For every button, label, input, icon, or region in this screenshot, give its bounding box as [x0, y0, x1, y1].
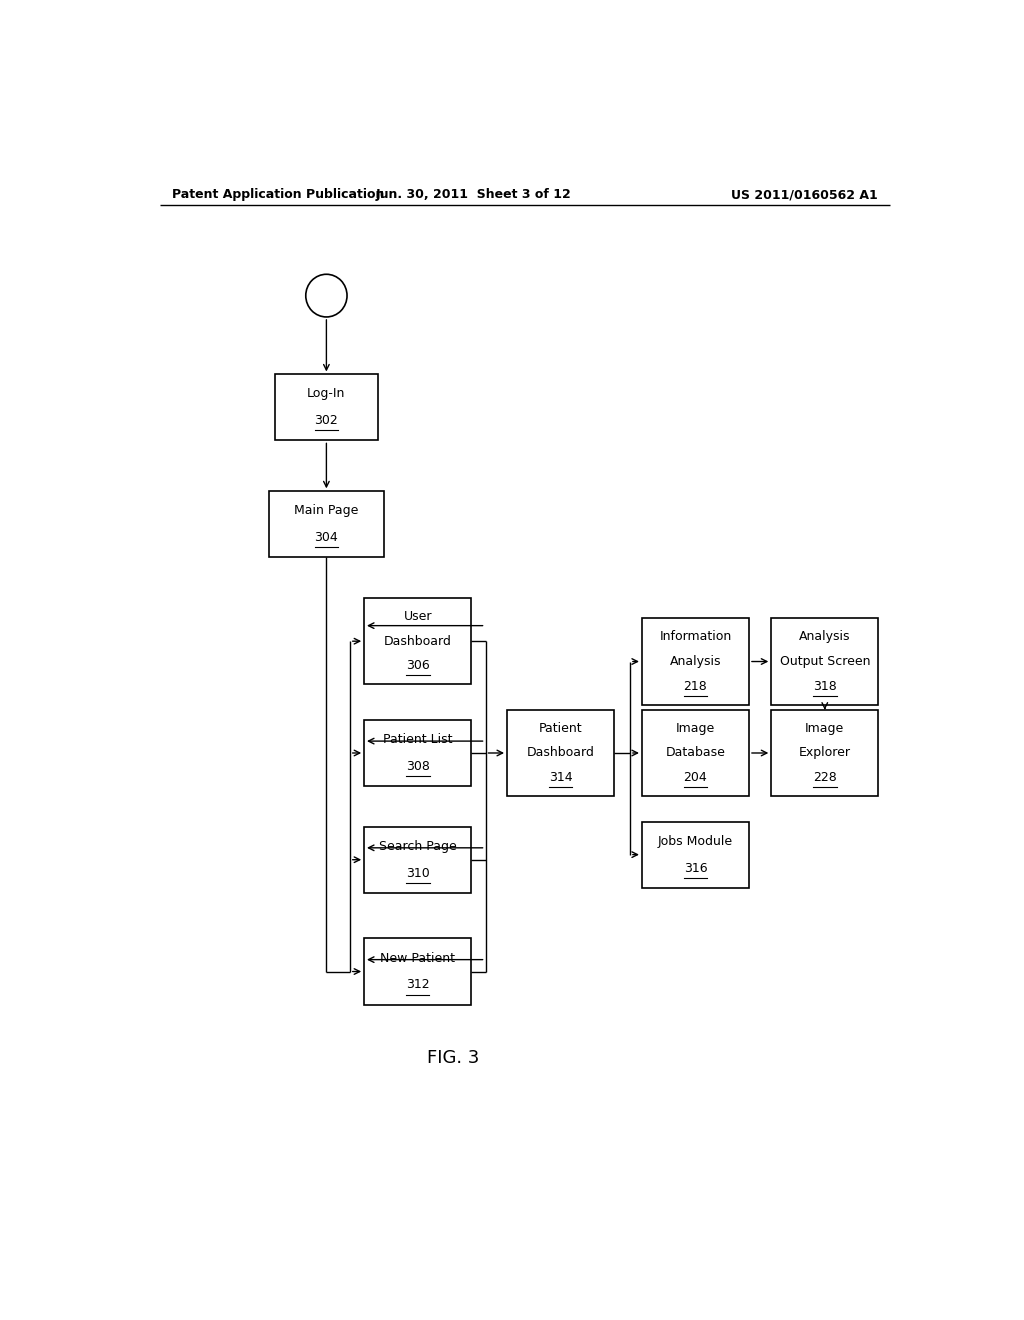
- Text: User: User: [403, 610, 432, 623]
- Bar: [365, 719, 471, 785]
- Bar: [365, 939, 471, 1005]
- Text: 308: 308: [406, 760, 430, 774]
- Text: Image: Image: [805, 722, 845, 735]
- Text: 302: 302: [314, 414, 338, 428]
- Text: 218: 218: [684, 680, 708, 693]
- Bar: [274, 375, 378, 441]
- Text: 314: 314: [549, 771, 572, 784]
- Text: 304: 304: [314, 531, 338, 544]
- Bar: [771, 618, 879, 705]
- Text: 306: 306: [406, 660, 429, 672]
- Text: 318: 318: [813, 680, 837, 693]
- Text: 316: 316: [684, 862, 708, 875]
- Text: Jun. 30, 2011  Sheet 3 of 12: Jun. 30, 2011 Sheet 3 of 12: [376, 189, 571, 202]
- Text: Database: Database: [666, 747, 725, 759]
- Text: 312: 312: [406, 978, 429, 991]
- Text: 204: 204: [684, 771, 708, 784]
- Text: Patient: Patient: [539, 722, 583, 735]
- Text: Jobs Module: Jobs Module: [657, 834, 733, 847]
- Text: Patent Application Publication: Patent Application Publication: [172, 189, 384, 202]
- Text: Dashboard: Dashboard: [526, 747, 595, 759]
- Text: FIG. 3: FIG. 3: [427, 1049, 479, 1067]
- Bar: [269, 491, 384, 557]
- Bar: [642, 821, 749, 887]
- Text: Analysis: Analysis: [799, 630, 851, 643]
- Bar: [507, 710, 614, 796]
- Ellipse shape: [306, 275, 347, 317]
- Text: Analysis: Analysis: [670, 655, 721, 668]
- Text: Explorer: Explorer: [799, 747, 851, 759]
- Text: 310: 310: [406, 867, 429, 879]
- Text: New Patient: New Patient: [380, 952, 455, 965]
- Text: Search Page: Search Page: [379, 840, 457, 853]
- Bar: [642, 710, 749, 796]
- Text: 228: 228: [813, 771, 837, 784]
- Text: Patient List: Patient List: [383, 733, 453, 746]
- Bar: [365, 598, 471, 684]
- Text: Dashboard: Dashboard: [384, 635, 452, 648]
- Text: Information: Information: [659, 630, 731, 643]
- Bar: [365, 826, 471, 892]
- Text: Log-In: Log-In: [307, 388, 345, 400]
- Text: US 2011/0160562 A1: US 2011/0160562 A1: [731, 189, 878, 202]
- Text: Output Screen: Output Screen: [779, 655, 870, 668]
- Text: Main Page: Main Page: [294, 504, 358, 517]
- Bar: [642, 618, 749, 705]
- Text: Image: Image: [676, 722, 715, 735]
- Bar: [771, 710, 879, 796]
